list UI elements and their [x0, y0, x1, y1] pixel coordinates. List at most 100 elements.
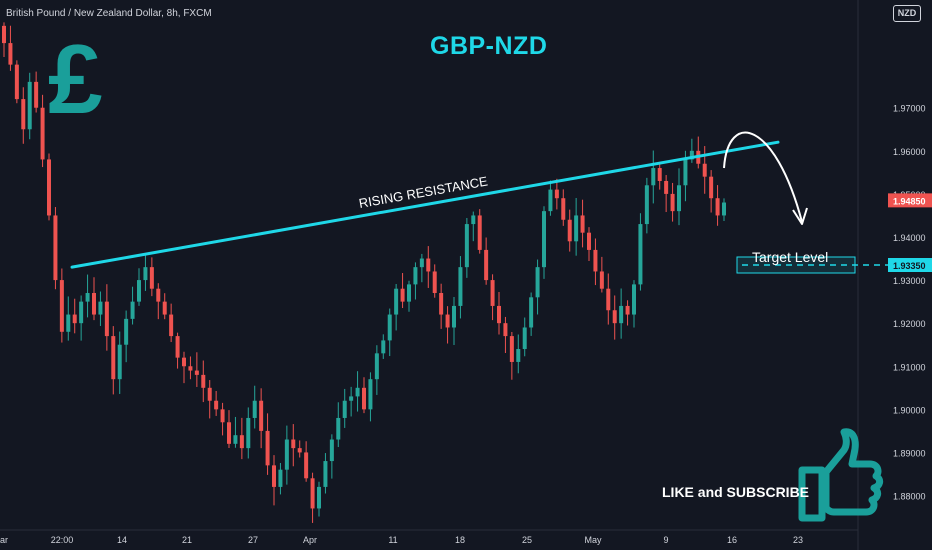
candle-body: [117, 344, 122, 380]
candle-body: [439, 293, 444, 315]
y-tick-label: 1.94000: [893, 233, 926, 243]
candle-body: [201, 374, 206, 388]
candle-body: [509, 336, 514, 362]
candle-body: [85, 293, 90, 302]
chart-title: GBP-NZD: [430, 32, 548, 60]
candle-body: [265, 430, 270, 466]
candle-body: [394, 288, 399, 315]
candle-body: [709, 176, 714, 199]
candle-body: [567, 219, 572, 242]
candle-body: [272, 465, 276, 487]
thumbs-up-icon: [798, 428, 884, 522]
candle-body: [413, 267, 418, 285]
candle-body: [329, 439, 334, 462]
candle-body: [169, 314, 174, 337]
rising-resistance-line: [70, 140, 780, 269]
y-tick-label: 1.93000: [893, 276, 926, 286]
x-tick-label: 11: [388, 535, 397, 545]
candle-body: [458, 267, 463, 306]
y-tick-label: 1.97000: [893, 104, 926, 114]
candle-body: [304, 452, 309, 479]
candle-body: [317, 486, 321, 509]
candle-body: [149, 267, 154, 289]
candle-body: [220, 409, 225, 423]
candle-body: [715, 198, 720, 216]
candle-body: [98, 301, 103, 315]
candle-body: [407, 284, 411, 302]
x-axis: ar 22:00 14 21 27 Apr 11 18 25 May 9 16 23: [0, 529, 858, 545]
candle-body: [722, 202, 726, 216]
candle-body: [284, 439, 289, 470]
cta-text: LIKE and SUBSCRIBE: [662, 484, 810, 500]
candle-body: [349, 396, 354, 401]
candle-body: [664, 180, 669, 194]
y-tick-label: 1.90000: [893, 405, 926, 415]
candle-body: [362, 387, 366, 410]
thumb-cuff: [798, 466, 826, 522]
annotations: RISING RESISTANCE: [70, 131, 888, 522]
candle-body: [445, 314, 450, 328]
candle-body: [188, 366, 193, 371]
candle-body: [689, 150, 694, 160]
candle-body: [59, 280, 64, 332]
candle-body: [40, 107, 45, 160]
currency-badge[interactable]: NZD: [893, 5, 921, 22]
candle-body: [14, 64, 19, 100]
candle-body: [310, 478, 315, 509]
candle-body: [2, 25, 6, 44]
y-tick-label: 1.96000: [893, 147, 926, 157]
candle-body: [104, 301, 109, 337]
candle-body: [599, 271, 604, 289]
y-tick-label: 1.92000: [893, 319, 926, 329]
candle-body: [651, 168, 656, 186]
candle-body: [162, 301, 167, 315]
candle-body: [92, 293, 96, 315]
candle-body: [368, 379, 373, 410]
y-tick-label: 1.89000: [893, 448, 926, 458]
candle-body: [381, 340, 386, 354]
candle-body: [8, 43, 13, 65]
y-tick-label: 1.91000: [893, 362, 926, 372]
thumb-hand: [822, 428, 884, 516]
curved-arrow-down-icon: [723, 131, 803, 223]
candle-body: [207, 387, 212, 401]
candle-body: [27, 81, 32, 130]
arrow-head: [792, 207, 808, 225]
candle-body: [323, 461, 328, 487]
candle-body: [79, 301, 84, 324]
candle-body: [297, 448, 302, 453]
candle-body: [516, 349, 521, 362]
candle-body: [632, 284, 636, 315]
candle-body: [561, 198, 566, 220]
candle-body: [419, 258, 424, 268]
candle-body: [175, 336, 180, 358]
candle-body: [53, 215, 58, 281]
candle-body: [259, 400, 264, 431]
candle-body: [593, 249, 598, 272]
x-tick-label: 23: [793, 535, 803, 545]
candle-body: [471, 215, 476, 225]
candle-body: [72, 314, 77, 324]
candle-body: [227, 422, 231, 444]
candle-body: [400, 288, 405, 302]
target-level-label: Target Level: [752, 249, 829, 265]
x-tick-label: Apr: [303, 535, 317, 545]
x-tick-label: 27: [248, 535, 258, 545]
candle-body: [625, 305, 630, 315]
x-tick-label: 25: [522, 535, 532, 545]
candle-body: [214, 400, 219, 410]
candle-body: [554, 189, 559, 199]
candle-body: [619, 305, 624, 324]
candle-body: [522, 327, 527, 350]
symbol-header[interactable]: British Pound / New Zealand Dollar, 8h, …: [6, 8, 212, 19]
x-tick-label: 14: [117, 535, 127, 545]
pound-icon: £: [48, 24, 103, 134]
candle-body: [683, 159, 688, 186]
candle-body: [239, 435, 244, 449]
candle-body: [657, 168, 662, 181]
candle-body: [278, 469, 283, 487]
last-price-label: 1.94850: [893, 196, 926, 206]
x-tick-label: ar: [0, 535, 8, 545]
